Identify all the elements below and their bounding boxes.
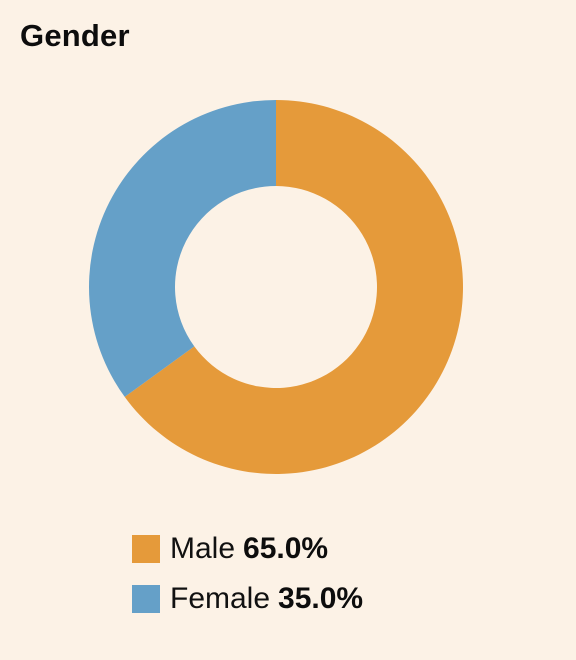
chart-title: Gender [20,18,130,53]
legend-swatch-female [132,584,160,613]
legend: Male 65.0% Female 35.0% [132,532,363,632]
legend-item-male: Male 65.0% [132,532,363,565]
donut-slice-female [89,99,277,397]
donut-slice-male [124,100,464,475]
legend-item-female: Female 35.0% [132,582,363,615]
legend-value-female: 35.0% [278,581,364,615]
legend-label-female: Female [170,581,271,615]
legend-value-male: 65.0% [243,531,329,565]
legend-label-male: Male [170,531,236,565]
donut-chart [89,99,464,475]
legend-swatch-male [132,534,160,563]
